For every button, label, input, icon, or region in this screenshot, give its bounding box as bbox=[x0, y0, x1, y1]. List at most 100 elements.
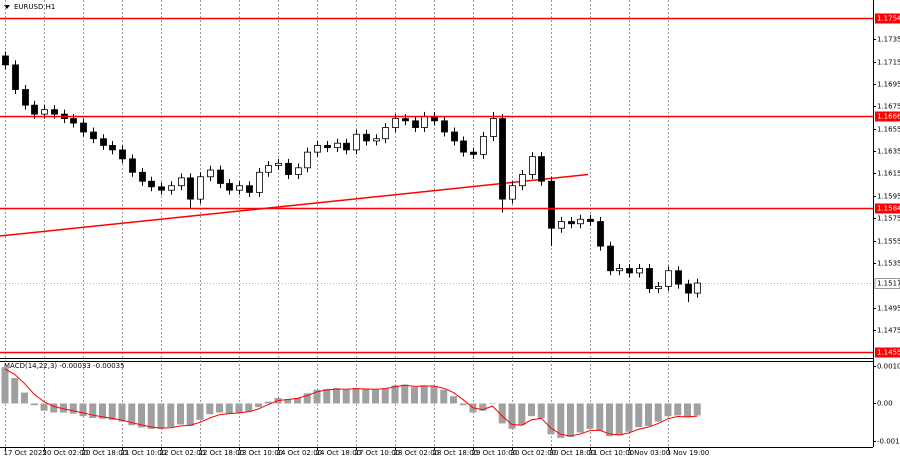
chart-title: EURUSD,H1 bbox=[14, 3, 55, 11]
candle-body bbox=[80, 122, 87, 133]
candle-body bbox=[470, 151, 477, 155]
level-label-box bbox=[875, 111, 900, 122]
candle-body bbox=[22, 89, 29, 106]
macd-bar bbox=[235, 403, 243, 413]
macd-bar bbox=[518, 403, 526, 426]
candle-body bbox=[568, 221, 575, 225]
y-tick-label: 1.1495 bbox=[877, 305, 900, 313]
macd-bar bbox=[303, 393, 311, 404]
candle-body bbox=[597, 221, 604, 247]
macd-bar bbox=[693, 403, 701, 416]
candle-body bbox=[178, 177, 185, 187]
x-tick-label: 21 Oct 10:00 bbox=[121, 449, 167, 457]
macd-bar bbox=[313, 389, 321, 404]
level-label-box bbox=[875, 13, 900, 24]
candle-body bbox=[51, 109, 58, 115]
candle-body bbox=[665, 270, 672, 287]
x-tick-label: 30 Oct 18:00 bbox=[550, 449, 596, 457]
candle-body bbox=[41, 109, 48, 115]
x-tick-label: 23 Oct 10:00 bbox=[238, 449, 284, 457]
candle-body bbox=[158, 186, 165, 191]
candle-body bbox=[265, 165, 272, 173]
macd-bar bbox=[157, 403, 165, 429]
y-tick-label: 1.1555 bbox=[877, 238, 900, 246]
candle-body bbox=[70, 118, 77, 124]
candle-body bbox=[295, 167, 302, 175]
macd-bar bbox=[147, 403, 155, 429]
x-tick-label: 22 Oct 02:00 bbox=[160, 449, 206, 457]
macd-bar bbox=[352, 388, 360, 404]
candle-body bbox=[538, 156, 545, 182]
macd-bar bbox=[206, 403, 214, 415]
candle-body bbox=[129, 158, 136, 173]
macd-bar bbox=[586, 403, 594, 429]
candle-body bbox=[636, 268, 643, 274]
macd-bar bbox=[440, 389, 448, 404]
macd-bar bbox=[547, 403, 555, 435]
candle-body bbox=[382, 127, 389, 140]
signal-line bbox=[4, 368, 698, 437]
macd-bar bbox=[391, 385, 399, 404]
candle-body bbox=[392, 118, 399, 128]
macd-bar bbox=[186, 403, 194, 426]
macd-bar bbox=[615, 403, 623, 436]
candle-body bbox=[577, 218, 584, 225]
candle-body bbox=[2, 55, 9, 66]
current-price-label: 1.1517 bbox=[877, 280, 900, 288]
candle-body bbox=[168, 185, 175, 191]
x-tick-label: 30 Oct 02:00 bbox=[511, 449, 557, 457]
macd-bar bbox=[21, 392, 28, 404]
x-tick-label: 24 Oct 18:00 bbox=[316, 449, 362, 457]
x-tick-label: 24 Oct 02:00 bbox=[277, 449, 323, 457]
macd-bar bbox=[537, 403, 545, 418]
candle-body bbox=[480, 136, 487, 155]
macd-bar bbox=[323, 388, 331, 404]
macd-bar bbox=[138, 403, 145, 428]
candle-body bbox=[12, 64, 19, 90]
x-tick-label: 31 Oct 10:00 bbox=[589, 449, 635, 457]
candle-body bbox=[275, 162, 282, 166]
candle-body bbox=[363, 133, 370, 142]
candle-body bbox=[246, 185, 253, 193]
candle-body bbox=[285, 162, 292, 175]
candle-body bbox=[626, 268, 633, 274]
macd-bar bbox=[79, 403, 87, 417]
candle-body bbox=[529, 156, 536, 175]
macd-bar bbox=[255, 403, 262, 408]
y-tick-label: 0.00103 bbox=[877, 363, 900, 371]
macd-bar bbox=[11, 378, 19, 404]
y-tick-label: 1.1715 bbox=[877, 59, 900, 67]
candle-body bbox=[616, 268, 623, 272]
candle-body bbox=[607, 245, 614, 272]
candle-body bbox=[334, 142, 341, 149]
macd-bar bbox=[664, 403, 672, 417]
candle-body bbox=[685, 283, 692, 294]
macd-bar bbox=[1, 367, 9, 404]
candle-body bbox=[675, 270, 682, 285]
macd-bar bbox=[508, 403, 516, 429]
candle-body bbox=[343, 142, 350, 151]
macd-bar bbox=[372, 389, 379, 404]
x-tick-label: 28 Oct 18:00 bbox=[433, 449, 479, 457]
candle-body bbox=[148, 180, 155, 188]
macd-bar bbox=[430, 386, 438, 404]
candle-body bbox=[655, 285, 662, 290]
candle-body bbox=[412, 120, 419, 128]
macd-bar bbox=[167, 403, 175, 428]
level-label: 1.1584 bbox=[877, 205, 900, 213]
macd-bar bbox=[69, 403, 77, 414]
candle-body bbox=[90, 131, 97, 140]
candle-body bbox=[256, 171, 263, 193]
candle-body bbox=[187, 177, 194, 200]
macd-bar bbox=[99, 403, 106, 419]
current-price-box bbox=[874, 278, 900, 289]
y-tick-label: 1.1615 bbox=[877, 170, 900, 178]
candle-body bbox=[197, 176, 204, 200]
macd-bar bbox=[654, 403, 662, 422]
candle-body bbox=[226, 183, 233, 191]
candle-body bbox=[646, 268, 653, 290]
macd-bar bbox=[40, 403, 48, 411]
candle-body bbox=[236, 185, 243, 191]
candle-body bbox=[304, 151, 311, 169]
